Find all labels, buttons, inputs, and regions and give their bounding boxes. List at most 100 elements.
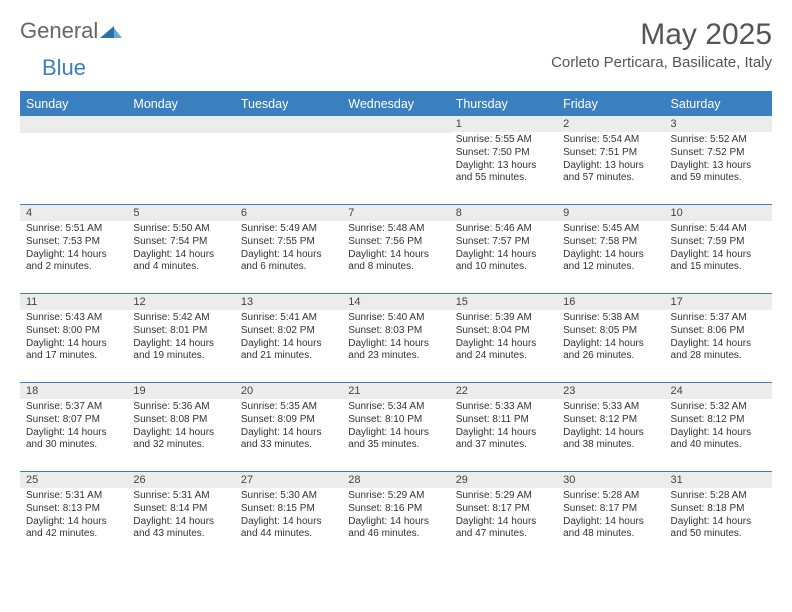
- sunrise-text: Sunrise: 5:31 AM: [133, 490, 228, 503]
- sunset-text: Sunset: 8:16 PM: [348, 503, 443, 516]
- day-cell: 19Sunrise: 5:36 AMSunset: 8:08 PMDayligh…: [127, 383, 234, 471]
- daylight-text: Daylight: 14 hours and 44 minutes.: [241, 516, 336, 542]
- sunset-text: Sunset: 8:18 PM: [671, 503, 766, 516]
- sunset-text: Sunset: 8:03 PM: [348, 325, 443, 338]
- daylight-text: Daylight: 14 hours and 30 minutes.: [26, 427, 121, 453]
- week-row: 11Sunrise: 5:43 AMSunset: 8:00 PMDayligh…: [20, 293, 772, 382]
- daylight-text: Daylight: 14 hours and 6 minutes.: [241, 249, 336, 275]
- day-number: 31: [665, 472, 772, 488]
- sunset-text: Sunset: 8:14 PM: [133, 503, 228, 516]
- sunrise-text: Sunrise: 5:36 AM: [133, 401, 228, 414]
- day-number: 20: [235, 383, 342, 399]
- day-body: Sunrise: 5:35 AMSunset: 8:09 PMDaylight:…: [235, 399, 342, 456]
- day-cell: 22Sunrise: 5:33 AMSunset: 8:11 PMDayligh…: [450, 383, 557, 471]
- sunrise-text: Sunrise: 5:52 AM: [671, 134, 766, 147]
- sunrise-text: Sunrise: 5:44 AM: [671, 223, 766, 236]
- sunset-text: Sunset: 7:50 PM: [456, 147, 551, 160]
- day-number: 6: [235, 205, 342, 221]
- day-number: 21: [342, 383, 449, 399]
- day-number: [342, 116, 449, 133]
- sunset-text: Sunset: 8:12 PM: [671, 414, 766, 427]
- logo: General: [20, 18, 124, 44]
- sunrise-text: Sunrise: 5:29 AM: [348, 490, 443, 503]
- sunset-text: Sunset: 8:01 PM: [133, 325, 228, 338]
- sunrise-text: Sunrise: 5:43 AM: [26, 312, 121, 325]
- daylight-text: Daylight: 13 hours and 55 minutes.: [456, 160, 551, 186]
- week-row: 4Sunrise: 5:51 AMSunset: 7:53 PMDaylight…: [20, 204, 772, 293]
- day-number: 9: [557, 205, 664, 221]
- day-cell: 9Sunrise: 5:45 AMSunset: 7:58 PMDaylight…: [557, 205, 664, 293]
- sunrise-text: Sunrise: 5:35 AM: [241, 401, 336, 414]
- daylight-text: Daylight: 14 hours and 8 minutes.: [348, 249, 443, 275]
- day-cell: [20, 116, 127, 204]
- sunrise-text: Sunrise: 5:46 AM: [456, 223, 551, 236]
- day-body: Sunrise: 5:33 AMSunset: 8:12 PMDaylight:…: [557, 399, 664, 456]
- daylight-text: Daylight: 14 hours and 10 minutes.: [456, 249, 551, 275]
- day-body: Sunrise: 5:40 AMSunset: 8:03 PMDaylight:…: [342, 310, 449, 367]
- day-cell: [342, 116, 449, 204]
- sunset-text: Sunset: 7:56 PM: [348, 236, 443, 249]
- day-cell: 29Sunrise: 5:29 AMSunset: 8:17 PMDayligh…: [450, 472, 557, 560]
- title-block: May 2025 Corleto Perticara, Basilicate, …: [551, 18, 772, 71]
- day-number: 16: [557, 294, 664, 310]
- day-body: Sunrise: 5:31 AMSunset: 8:13 PMDaylight:…: [20, 488, 127, 545]
- weekday-header: Wednesday: [342, 93, 449, 115]
- day-body: Sunrise: 5:29 AMSunset: 8:16 PMDaylight:…: [342, 488, 449, 545]
- day-body: [342, 133, 449, 139]
- day-body: Sunrise: 5:37 AMSunset: 8:07 PMDaylight:…: [20, 399, 127, 456]
- sunrise-text: Sunrise: 5:29 AM: [456, 490, 551, 503]
- logo-icon: [100, 22, 122, 40]
- sunset-text: Sunset: 8:06 PM: [671, 325, 766, 338]
- day-number: 8: [450, 205, 557, 221]
- month-title: May 2025: [551, 18, 772, 52]
- sunset-text: Sunset: 8:12 PM: [563, 414, 658, 427]
- day-body: [20, 133, 127, 139]
- day-body: Sunrise: 5:28 AMSunset: 8:18 PMDaylight:…: [665, 488, 772, 545]
- day-cell: 5Sunrise: 5:50 AMSunset: 7:54 PMDaylight…: [127, 205, 234, 293]
- sunrise-text: Sunrise: 5:30 AM: [241, 490, 336, 503]
- sunset-text: Sunset: 8:00 PM: [26, 325, 121, 338]
- daylight-text: Daylight: 14 hours and 46 minutes.: [348, 516, 443, 542]
- sunrise-text: Sunrise: 5:33 AM: [563, 401, 658, 414]
- day-body: Sunrise: 5:34 AMSunset: 8:10 PMDaylight:…: [342, 399, 449, 456]
- day-number: 14: [342, 294, 449, 310]
- day-body: Sunrise: 5:38 AMSunset: 8:05 PMDaylight:…: [557, 310, 664, 367]
- sunset-text: Sunset: 7:54 PM: [133, 236, 228, 249]
- day-number: 28: [342, 472, 449, 488]
- sunrise-text: Sunrise: 5:50 AM: [133, 223, 228, 236]
- day-cell: 3Sunrise: 5:52 AMSunset: 7:52 PMDaylight…: [665, 116, 772, 204]
- day-cell: 11Sunrise: 5:43 AMSunset: 8:00 PMDayligh…: [20, 294, 127, 382]
- day-number: 26: [127, 472, 234, 488]
- weekday-header: Friday: [557, 93, 664, 115]
- day-number: 23: [557, 383, 664, 399]
- daylight-text: Daylight: 14 hours and 43 minutes.: [133, 516, 228, 542]
- day-body: Sunrise: 5:33 AMSunset: 8:11 PMDaylight:…: [450, 399, 557, 456]
- weeks-container: 1Sunrise: 5:55 AMSunset: 7:50 PMDaylight…: [20, 115, 772, 560]
- day-cell: 31Sunrise: 5:28 AMSunset: 8:18 PMDayligh…: [665, 472, 772, 560]
- sunrise-text: Sunrise: 5:37 AM: [671, 312, 766, 325]
- day-cell: 8Sunrise: 5:46 AMSunset: 7:57 PMDaylight…: [450, 205, 557, 293]
- sunrise-text: Sunrise: 5:33 AM: [456, 401, 551, 414]
- day-number: [127, 116, 234, 133]
- sunset-text: Sunset: 8:17 PM: [563, 503, 658, 516]
- sunset-text: Sunset: 7:59 PM: [671, 236, 766, 249]
- day-body: Sunrise: 5:28 AMSunset: 8:17 PMDaylight:…: [557, 488, 664, 545]
- day-number: [20, 116, 127, 133]
- day-cell: 10Sunrise: 5:44 AMSunset: 7:59 PMDayligh…: [665, 205, 772, 293]
- daylight-text: Daylight: 14 hours and 40 minutes.: [671, 427, 766, 453]
- sunrise-text: Sunrise: 5:49 AM: [241, 223, 336, 236]
- day-body: Sunrise: 5:41 AMSunset: 8:02 PMDaylight:…: [235, 310, 342, 367]
- sunrise-text: Sunrise: 5:40 AM: [348, 312, 443, 325]
- day-body: Sunrise: 5:36 AMSunset: 8:08 PMDaylight:…: [127, 399, 234, 456]
- daylight-text: Daylight: 14 hours and 35 minutes.: [348, 427, 443, 453]
- day-cell: 2Sunrise: 5:54 AMSunset: 7:51 PMDaylight…: [557, 116, 664, 204]
- weekday-header: Thursday: [450, 93, 557, 115]
- calendar-page: General May 2025 Corleto Perticara, Basi…: [0, 0, 792, 578]
- day-cell: 30Sunrise: 5:28 AMSunset: 8:17 PMDayligh…: [557, 472, 664, 560]
- day-cell: [235, 116, 342, 204]
- day-body: Sunrise: 5:52 AMSunset: 7:52 PMDaylight:…: [665, 132, 772, 189]
- day-body: Sunrise: 5:55 AMSunset: 7:50 PMDaylight:…: [450, 132, 557, 189]
- day-body: Sunrise: 5:50 AMSunset: 7:54 PMDaylight:…: [127, 221, 234, 278]
- week-row: 25Sunrise: 5:31 AMSunset: 8:13 PMDayligh…: [20, 471, 772, 560]
- day-number: 13: [235, 294, 342, 310]
